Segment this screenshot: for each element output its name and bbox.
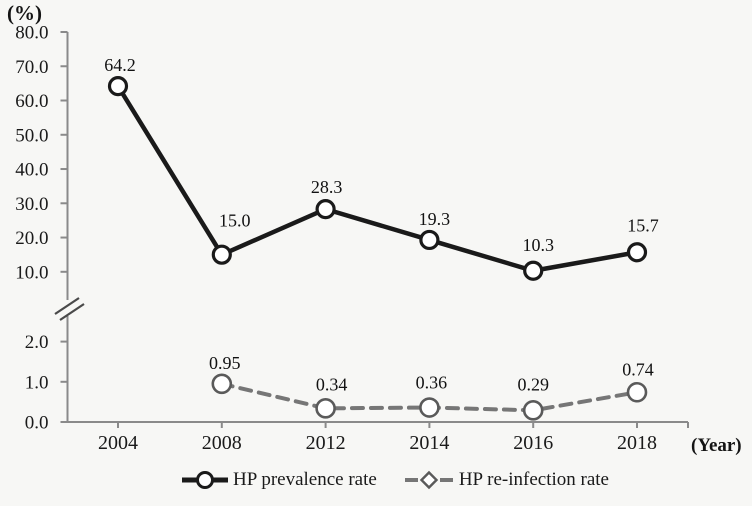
legend-item-hp-prevalence: HP prevalence rate — [181, 469, 377, 491]
solid-line-circle-marker-icon — [181, 471, 228, 489]
chart-legend: HP prevalence rate HP re-infection rate — [0, 461, 752, 499]
y-axis-tick-label: 20.0 — [15, 228, 48, 249]
y-axis-tick-label: 0.0 — [25, 413, 49, 434]
data-point-label: 0.29 — [517, 374, 549, 394]
y-axis-tick-label: 30.0 — [15, 194, 48, 215]
prevalence-point-marker — [523, 260, 544, 281]
y-axis-tick-label: 2.0 — [25, 332, 49, 353]
prevalence-line — [115, 83, 640, 274]
reinfection-point-marker — [626, 381, 648, 403]
x-axis-tick-label: 2016 — [513, 432, 553, 454]
prevalence-point-marker — [107, 76, 129, 97]
axis-break-mark — [54, 297, 80, 315]
y-axis-tick-label: 50.0 — [15, 125, 48, 146]
y-axis-tick-label: 10.0 — [15, 262, 48, 283]
data-point-label: 10.3 — [522, 235, 554, 255]
data-point-label: 15.7 — [627, 215, 659, 235]
data-point-label: 0.95 — [209, 353, 241, 373]
legend-label: HP re-infection rate — [458, 469, 609, 490]
x-axis-tick-label: 2012 — [306, 432, 346, 454]
reinfection-point-marker — [522, 400, 544, 421]
prevalence-point-marker — [626, 242, 648, 263]
data-point-label: 0.74 — [622, 359, 654, 379]
data-point-label: 15.0 — [219, 211, 251, 231]
y-axis-tick-label: 60.0 — [15, 91, 48, 112]
x-axis-unit-label: (Year) — [691, 435, 742, 456]
reinfection-point-marker — [419, 397, 440, 418]
data-point-label: 19.3 — [419, 209, 451, 229]
data-point-label: 64.2 — [104, 55, 136, 75]
legend-label: HP prevalence rate — [232, 469, 377, 490]
dashed-line-diamond-marker-icon — [404, 470, 453, 490]
prevalence-point-marker — [211, 244, 232, 265]
x-axis-tick-label: 2018 — [617, 432, 657, 454]
reinfection-point-marker — [315, 398, 336, 419]
y-axis-tick-label: 80.0 — [15, 23, 48, 44]
y-axis-tick-label: 70.0 — [15, 57, 48, 78]
prevalence-point-marker — [315, 199, 336, 220]
y-axis-tick-label: 1.0 — [25, 372, 49, 393]
prevalence-point-marker — [419, 229, 440, 251]
data-point-label: 0.36 — [416, 373, 448, 393]
data-point-label: 28.3 — [311, 177, 343, 197]
axis-break-mark — [59, 303, 85, 321]
x-axis-tick-label: 2004 — [98, 432, 138, 454]
x-axis-tick-label: 2014 — [409, 432, 449, 454]
y-axis-tick-label: 40.0 — [15, 160, 48, 181]
y-axis-unit-label: (%) — [7, 1, 42, 25]
reinfection-point-marker — [211, 373, 233, 395]
x-axis-tick-label: 2008 — [202, 432, 242, 454]
data-point-label: 0.34 — [316, 374, 348, 394]
legend-item-hp-reinfection: HP re-infection rate — [403, 469, 609, 491]
